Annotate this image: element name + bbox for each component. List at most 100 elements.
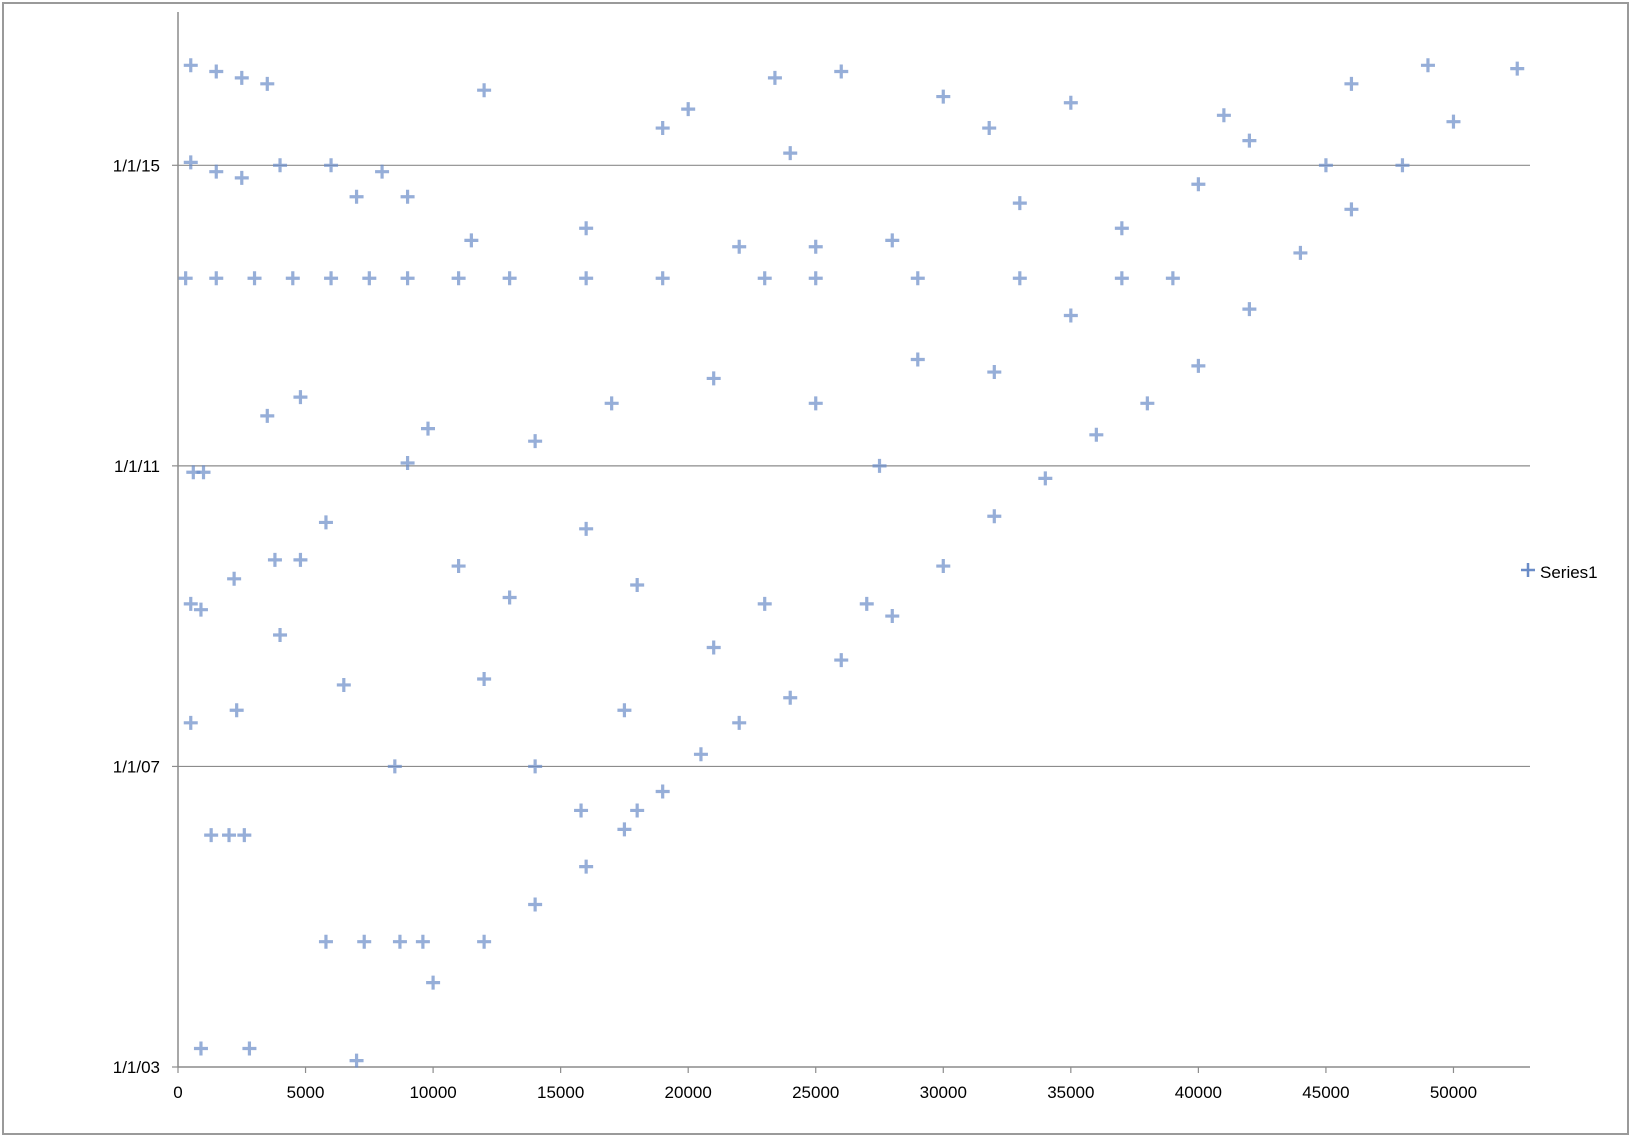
data-point [1395, 158, 1410, 173]
data-point [987, 509, 1002, 524]
data-point [209, 271, 224, 286]
data-point [1344, 76, 1359, 91]
data-point [617, 703, 632, 718]
data-point [630, 577, 645, 592]
data-point [706, 640, 721, 655]
x-tick-label: 25000 [792, 1083, 839, 1102]
data-point [1420, 58, 1435, 73]
data-point [362, 271, 377, 286]
data-point [357, 934, 372, 949]
x-tick-label: 5000 [287, 1083, 325, 1102]
data-point [604, 396, 619, 411]
x-tick-label: 50000 [1430, 1083, 1477, 1102]
data-point [260, 408, 275, 423]
data-point [936, 559, 951, 574]
data-point [1242, 302, 1257, 317]
data-point [285, 271, 300, 286]
data-point [273, 158, 288, 173]
data-point [982, 121, 997, 136]
data-point [318, 934, 333, 949]
data-point [1446, 114, 1461, 129]
gridlines [178, 164, 1530, 768]
data-point [293, 390, 308, 405]
data-point [234, 170, 249, 185]
data-point [1216, 108, 1231, 123]
data-point [209, 64, 224, 79]
x-tick-label: 35000 [1047, 1083, 1094, 1102]
data-points [178, 58, 1525, 1068]
data-point [693, 747, 708, 762]
data-point [1114, 271, 1129, 286]
data-point [910, 271, 925, 286]
data-point [502, 590, 517, 605]
data-point [336, 677, 351, 692]
data-point [267, 552, 282, 567]
data-point [183, 58, 198, 73]
data-point [859, 596, 874, 611]
x-tick-label: 15000 [537, 1083, 584, 1102]
data-point [808, 396, 823, 411]
data-point [579, 859, 594, 874]
data-point [630, 803, 645, 818]
data-point [574, 803, 589, 818]
y-tick-label: 1/1/03 [113, 1058, 160, 1077]
data-point [415, 934, 430, 949]
data-point [834, 64, 849, 79]
data-point [400, 455, 415, 470]
data-point [183, 715, 198, 730]
data-point [234, 70, 249, 85]
data-point [349, 1053, 364, 1068]
data-point [324, 158, 339, 173]
y-tick-label: 1/1/15 [113, 156, 160, 175]
data-point [528, 759, 543, 774]
legend-marker-plus-icon [1521, 563, 1535, 577]
data-point [936, 89, 951, 104]
data-point [1140, 396, 1155, 411]
data-point [617, 822, 632, 837]
data-point [579, 221, 594, 236]
data-point [477, 934, 492, 949]
data-point [349, 189, 364, 204]
data-point [885, 609, 900, 624]
data-point [247, 271, 262, 286]
data-point [783, 690, 798, 705]
data-point [706, 371, 721, 386]
data-point [229, 703, 244, 718]
data-point [834, 653, 849, 668]
data-point [477, 83, 492, 98]
data-point [387, 759, 402, 774]
y-tick-label: 1/1/07 [113, 757, 160, 776]
axes [172, 12, 1530, 1073]
data-point [375, 164, 390, 179]
data-point [757, 271, 772, 286]
data-point [183, 596, 198, 611]
data-point [655, 121, 670, 136]
data-point [767, 70, 782, 85]
x-tick-label: 20000 [665, 1083, 712, 1102]
data-point [178, 271, 193, 286]
data-point [1293, 245, 1308, 260]
data-point [227, 571, 242, 586]
data-point [681, 102, 696, 117]
data-point [910, 352, 925, 367]
data-point [808, 239, 823, 254]
data-point [1038, 471, 1053, 486]
data-point [783, 146, 798, 161]
data-point [426, 975, 441, 990]
x-tick-label: 10000 [409, 1083, 456, 1102]
data-point [987, 365, 1002, 380]
data-point [260, 76, 275, 91]
data-point [451, 271, 466, 286]
data-point [1114, 221, 1129, 236]
data-point [655, 271, 670, 286]
data-point [193, 1041, 208, 1056]
legend-series-label: Series1 [1540, 563, 1598, 582]
data-point [324, 271, 339, 286]
legend-plus-mark [1521, 563, 1535, 577]
data-point [808, 271, 823, 286]
data-point [196, 465, 211, 480]
data-point [318, 515, 333, 530]
data-point [293, 552, 308, 567]
